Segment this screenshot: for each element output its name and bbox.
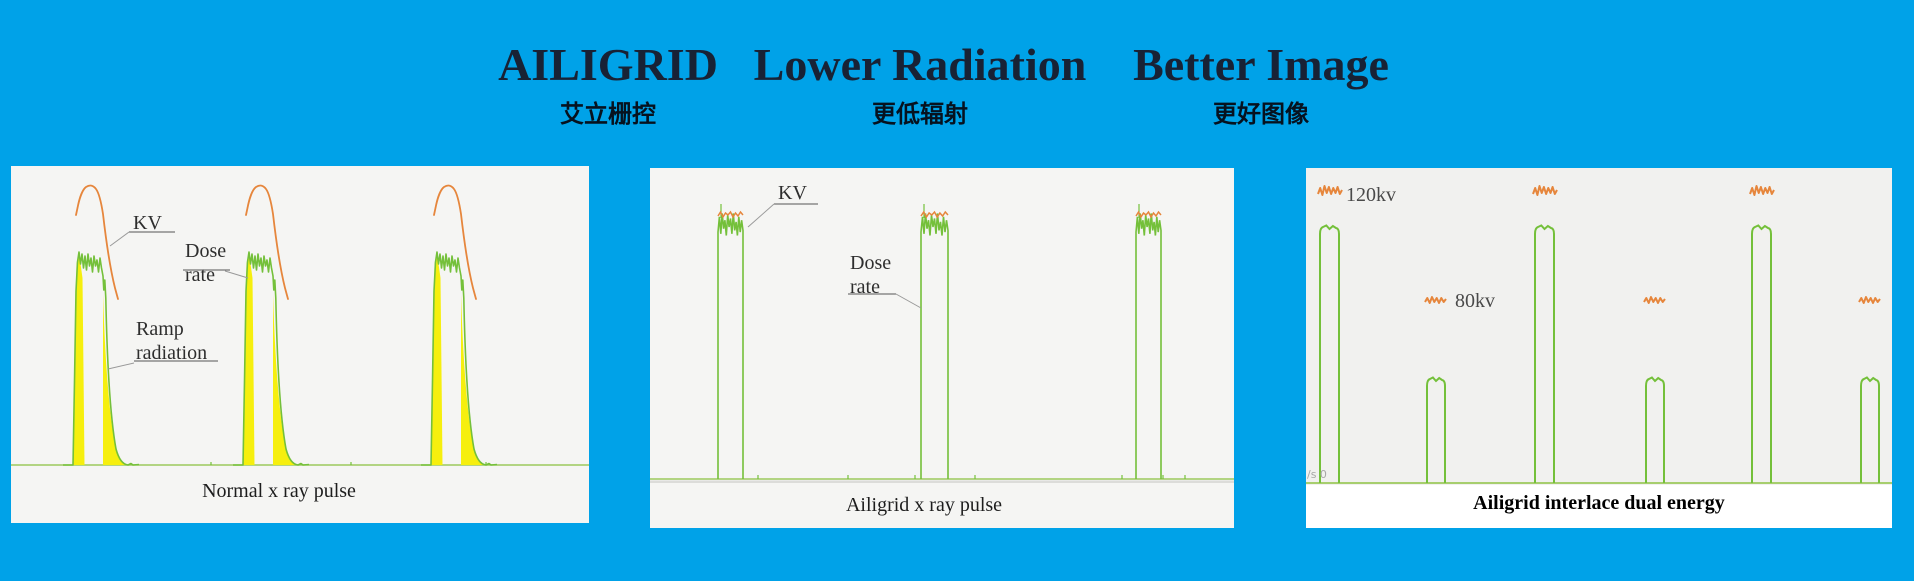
chart-caption: Ailigrid x ray pulse	[845, 494, 1003, 516]
header-subtitle: 更好图像	[1213, 100, 1309, 128]
label-ramp-radiation: Ramp radiation	[136, 318, 208, 365]
chart-panel-ailigrid-xray: KV Dose rate Ailigrid x ray pulse	[650, 168, 1234, 528]
caption-strip	[1306, 485, 1892, 528]
header-title: AILIGRID	[498, 39, 718, 90]
label-dose-rate: Dose rate	[850, 252, 892, 299]
interlace-dual-energy-chart	[1306, 185, 1892, 484]
header-title: Lower Radiation	[753, 39, 1087, 90]
header-col-ailigrid: AILIGRID 艾立栅控	[498, 39, 718, 128]
header-subtitle: 艾立栅控	[559, 100, 656, 128]
label-kv: KV	[778, 182, 807, 204]
header-col-lower-radiation: Lower Radiation 更低辐射	[753, 39, 1087, 128]
chart-caption: Ailigrid interlace dual energy	[1473, 492, 1725, 514]
chart-panel-normal-xray: KV Dose rate Ramp radiation Normal x ray…	[11, 166, 589, 523]
ailigrid-xray-chart	[650, 203, 1234, 483]
normal-xray-chart	[11, 184, 589, 466]
chart-caption: Normal x ray pulse	[202, 480, 356, 502]
label-80kv: 80kv	[1455, 290, 1495, 312]
axis-zero-label: /s 0	[1307, 468, 1327, 481]
label-dose-rate: Dose rate	[185, 240, 227, 287]
label-120kv: 120kv	[1346, 184, 1396, 206]
header-title: Better Image	[1133, 39, 1389, 90]
header-subtitle: 更低辐射	[871, 100, 968, 128]
header-col-better-image: Better Image 更好图像	[1133, 39, 1389, 128]
chart-panel-interlace-dual-energy: 120kv 80kv /s 0 Ailigrid interlace dual …	[1306, 168, 1892, 528]
label-kv: KV	[133, 212, 162, 234]
